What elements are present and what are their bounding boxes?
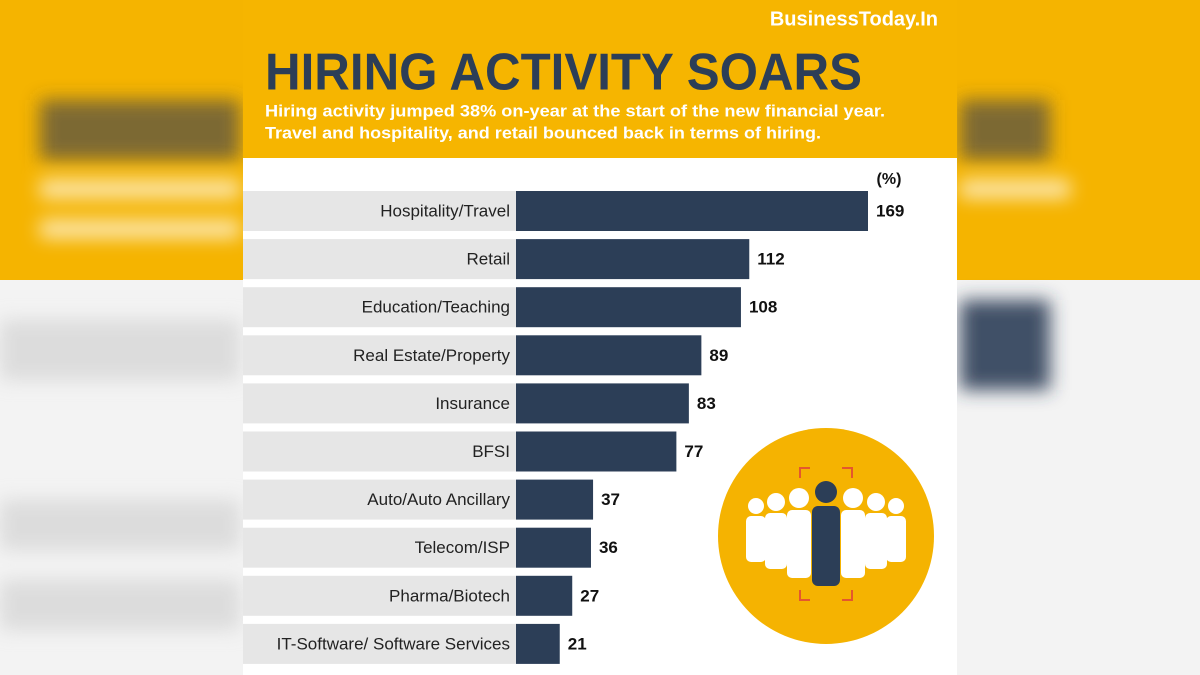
category-label: Hospitality/Travel: [380, 201, 510, 220]
value-label: 83: [697, 394, 716, 413]
bar: [516, 575, 573, 616]
unit-label: (%): [877, 171, 902, 188]
category-label: IT-Software/ Software Services: [277, 634, 510, 653]
value-label: 108: [749, 298, 777, 317]
category-label: Retail: [467, 250, 510, 269]
value-label: 36: [599, 538, 618, 557]
category-label: Pharma/Biotech: [389, 586, 510, 605]
row-background: [243, 527, 516, 568]
backdrop-blur: [0, 100, 1070, 630]
value-label: 112: [757, 250, 784, 269]
row-background: [243, 191, 516, 231]
category-label: Insurance: [435, 394, 510, 413]
bar: [516, 383, 689, 424]
value-label: 77: [684, 442, 703, 461]
bar: [516, 527, 591, 568]
bar: [516, 191, 868, 231]
bar: [516, 431, 677, 472]
value-label: 37: [601, 490, 620, 509]
row-background: [243, 431, 516, 472]
value-label: 21: [568, 634, 587, 653]
subtitle-line: Hiring activity jumped 38% on-year at th…: [265, 101, 885, 120]
value-label: 27: [580, 586, 599, 605]
header-band: [243, 0, 957, 158]
row-background: [243, 335, 516, 376]
category-label: Auto/Auto Ancillary: [367, 490, 510, 509]
row-background: [243, 623, 516, 664]
category-label: BFSI: [472, 442, 510, 461]
chart-title: HIRING ACTIVITY SOARS: [265, 44, 862, 102]
row-background: [243, 287, 516, 328]
bar: [516, 335, 702, 376]
subtitle-line: Travel and hospitality, and retail bounc…: [265, 123, 821, 142]
brand: BusinessToday.In: [770, 8, 938, 30]
value-label: 89: [709, 346, 728, 365]
people-icon: [718, 428, 934, 644]
row-background: [243, 383, 516, 424]
bar: [516, 479, 594, 520]
row-background: [243, 239, 516, 280]
bar: [516, 623, 560, 664]
row-background: [243, 479, 516, 520]
bar: [516, 239, 750, 280]
bar: [516, 287, 741, 328]
category-label: Education/Teaching: [362, 298, 510, 317]
value-label: 169: [876, 201, 904, 220]
category-label: Real Estate/Property: [353, 346, 510, 365]
row-background: [243, 575, 516, 616]
category-label: Telecom/ISP: [415, 538, 510, 557]
